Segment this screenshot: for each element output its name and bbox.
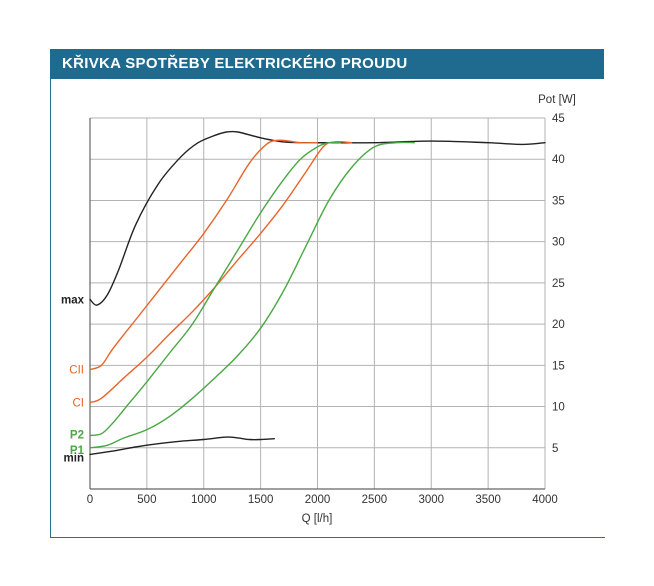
- chart-frame: [50, 49, 605, 538]
- grid: [89, 117, 546, 490]
- y-tick-label: 40: [552, 154, 565, 166]
- series-line-min: [89, 436, 275, 456]
- y-tick-label: 10: [552, 402, 565, 414]
- series-line-p2: [89, 141, 341, 437]
- title-bar: KŘIVKA SPOTŘEBY ELEKTRICKÉHO PROUDU: [50, 49, 604, 79]
- y-tick-label: 15: [552, 360, 565, 372]
- y-tick-label: 30: [552, 237, 565, 249]
- y-tick-labels: 5 10 15 20 25 30 35 40 45: [552, 113, 565, 455]
- x-tick-label: 1000: [191, 494, 217, 506]
- x-tick-label: 2500: [362, 494, 388, 506]
- x-tick-labels: 0 500 1000 1500 2000 2500 3000 3500 4000: [87, 494, 558, 506]
- series-label-min: min: [64, 452, 84, 464]
- chart-title: KŘIVKA SPOTŘEBY ELEKTRICKÉHO PROUDU: [62, 55, 408, 72]
- x-tick-label: 3000: [418, 494, 444, 506]
- series-label-p1: P1: [70, 445, 85, 457]
- y-axis-label: Pot [W]: [538, 94, 576, 106]
- series-line-p1: [89, 141, 415, 449]
- x-tick-label: 4000: [532, 494, 558, 506]
- x-tick-label: 500: [137, 494, 156, 506]
- y-tick-label: 45: [552, 113, 565, 125]
- series-group: [89, 130, 546, 456]
- series-line-ci: [89, 141, 353, 404]
- series-line-max: [89, 130, 546, 306]
- series-line-cii: [89, 139, 319, 371]
- series-label-p2: P2: [70, 429, 84, 441]
- y-tick-label: 5: [552, 443, 558, 455]
- y-tick-label: 25: [552, 278, 565, 290]
- x-tick-label: 2000: [305, 494, 331, 506]
- series-label-max: max: [61, 294, 85, 306]
- x-tick-label: 0: [87, 494, 93, 506]
- x-axis-label: Q [l/h]: [302, 513, 333, 525]
- x-tick-label: 3500: [475, 494, 501, 506]
- y-tick-label: 20: [552, 319, 565, 331]
- series-label-cii: CII: [69, 364, 84, 376]
- y-tick-label: 35: [552, 195, 565, 207]
- x-tick-label: 1500: [248, 494, 274, 506]
- series-label-ci: CI: [73, 397, 85, 409]
